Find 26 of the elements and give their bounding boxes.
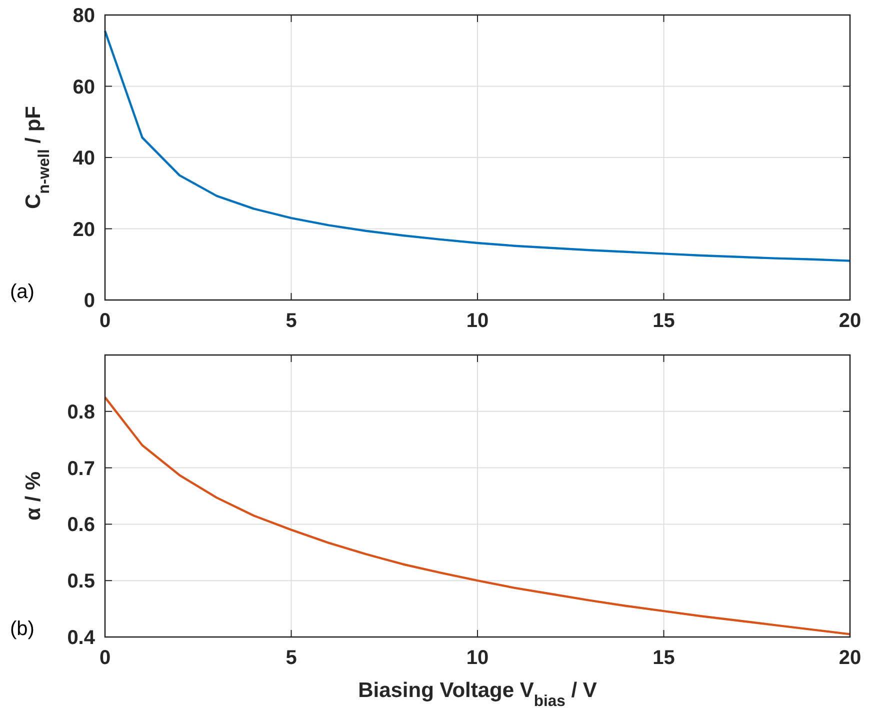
y-tick-label: 0.5	[67, 570, 95, 593]
y-tick-label: 40	[72, 148, 95, 170]
x-tick-label: 5	[286, 310, 297, 332]
y-tick-label: 60	[72, 76, 95, 98]
y-tick-label: 0	[84, 290, 95, 312]
x-tick-label: 20	[838, 310, 862, 332]
x-tick-label: 20	[838, 647, 862, 669]
y-axis-title: α / %	[22, 471, 45, 521]
x-tick-label: 15	[652, 310, 675, 332]
x-tick-label: 10	[466, 310, 489, 332]
y-tick-label: 80	[72, 5, 95, 27]
text: (a)	[10, 281, 34, 303]
y-tick-label: 0.4	[67, 627, 96, 649]
y-tick-label: 20	[72, 218, 95, 241]
x-tick-label: 0	[99, 647, 111, 669]
x-tick-label: 0	[99, 310, 111, 332]
line-series	[104, 396, 852, 636]
line-series	[104, 30, 852, 262]
x-axis-title: Biasing Voltage V$_{bias}$ / V	[358, 679, 597, 710]
x-tick-label: 15	[652, 647, 675, 669]
y-tick-label: 0.7	[67, 458, 95, 480]
text: (b)	[10, 618, 34, 640]
x-tick-label: 10	[466, 647, 489, 669]
y-tick-label: 0.6	[67, 514, 95, 536]
x-tick-label: 5	[286, 647, 297, 669]
y-tick-label: 0.8	[67, 401, 95, 424]
